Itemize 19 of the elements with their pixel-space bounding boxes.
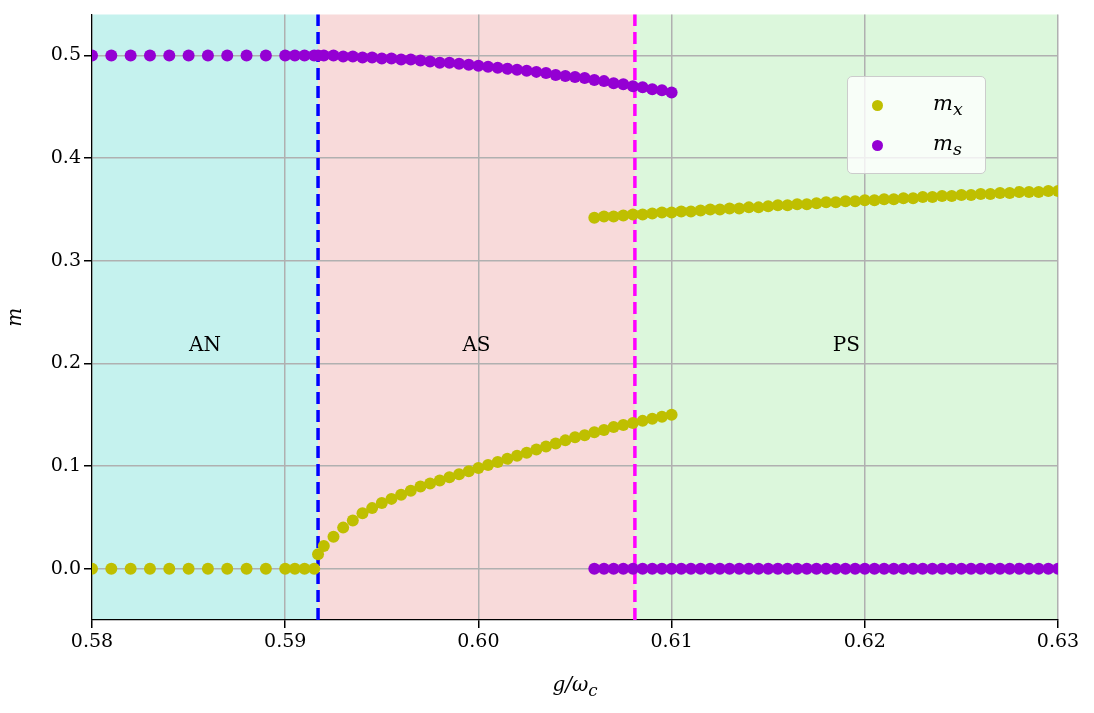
- x-tick-label: 0.63: [1036, 629, 1080, 652]
- y-tick-label: 0.2: [50, 350, 81, 373]
- band-label: AS: [461, 332, 491, 357]
- y-tick-label: 0.5: [50, 42, 81, 65]
- legend-label: m$_{s}$: [933, 131, 963, 160]
- y-tick-label: 0.4: [50, 145, 81, 168]
- x-tick-label: 0.61: [650, 629, 693, 652]
- x-tick-label: 0.60: [457, 629, 500, 652]
- y-tick-label: 0.0: [50, 555, 81, 578]
- band-label: AN: [188, 332, 221, 357]
- x-tick-label: 0.62: [843, 629, 886, 652]
- x-tick-label: 0.58: [70, 629, 114, 652]
- y-tick-label: 0.3: [50, 247, 81, 270]
- band-label: PS: [832, 332, 861, 357]
- x-axis-title: g/ω$_{c}$: [551, 672, 599, 700]
- x-tick-label: 0.59: [264, 629, 307, 652]
- legend-label: m$_{x}$: [933, 91, 964, 120]
- y-tick-label: 0.1: [50, 452, 81, 475]
- y-axis-title: m: [2, 307, 27, 327]
